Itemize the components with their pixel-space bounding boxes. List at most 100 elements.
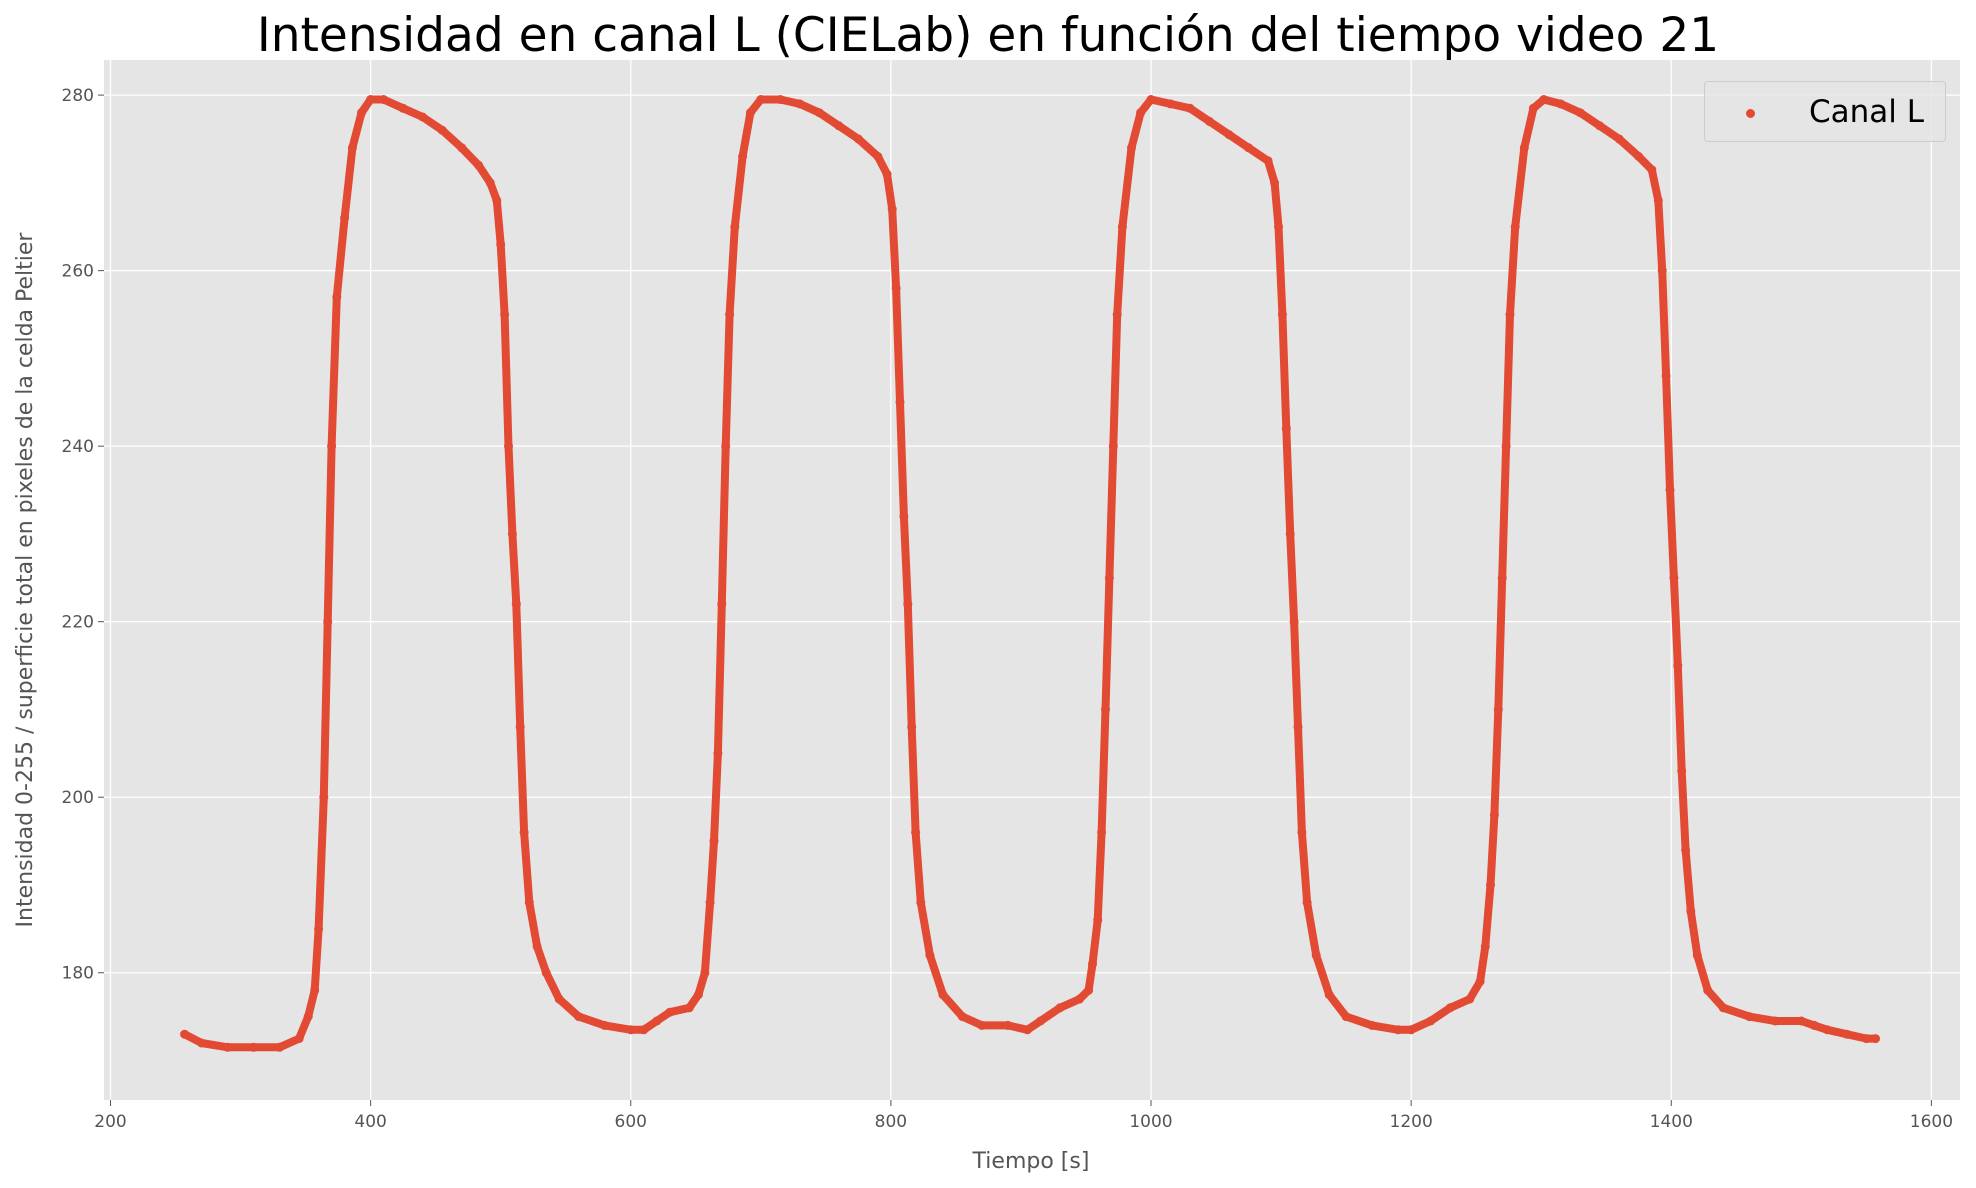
data-point-96 bbox=[1263, 156, 1273, 166]
data-point-48 bbox=[717, 599, 727, 609]
data-point-149 bbox=[1822, 1025, 1832, 1035]
data-point-32 bbox=[524, 898, 534, 907]
data-point-90 bbox=[1146, 95, 1156, 104]
data-point-37 bbox=[600, 1020, 610, 1030]
data-point-3 bbox=[249, 1042, 259, 1052]
x-tick-label-600: 600 bbox=[615, 1112, 647, 1132]
data-point-147 bbox=[1796, 1016, 1806, 1026]
data-point-8 bbox=[314, 924, 324, 934]
x-tick-label-800: 800 bbox=[875, 1112, 907, 1132]
y-tick-label-180: 180 bbox=[62, 964, 94, 984]
data-point-26 bbox=[500, 310, 510, 319]
data-point-21 bbox=[457, 143, 467, 153]
data-point-63 bbox=[891, 283, 901, 293]
data-point-126 bbox=[1539, 95, 1549, 104]
data-point-14 bbox=[347, 143, 357, 153]
data-point-36 bbox=[574, 1012, 584, 1022]
data-point-88 bbox=[1127, 143, 1136, 153]
data-point-141 bbox=[1686, 906, 1696, 916]
data-point-145 bbox=[1744, 1012, 1754, 1022]
data-point-97 bbox=[1270, 178, 1280, 188]
data-point-57 bbox=[814, 108, 824, 118]
data-point-121 bbox=[1501, 441, 1511, 451]
data-point-133 bbox=[1653, 195, 1663, 205]
data-point-61 bbox=[882, 169, 892, 179]
data-point-79 bbox=[1084, 985, 1094, 995]
y-tick-label-200: 200 bbox=[62, 788, 94, 808]
data-point-83 bbox=[1101, 705, 1110, 714]
data-point-105 bbox=[1302, 898, 1312, 907]
data-point-0 bbox=[180, 1029, 190, 1039]
data-point-46 bbox=[709, 836, 719, 846]
data-point-4 bbox=[275, 1042, 285, 1052]
data-point-72 bbox=[957, 1012, 967, 1022]
data-point-91 bbox=[1166, 99, 1175, 109]
tick-layer: 200 400 600 800 1000 1200 1400 1600 180 200 220 240… bbox=[62, 86, 1953, 1132]
data-point-122 bbox=[1505, 310, 1515, 319]
data-point-42 bbox=[684, 1003, 694, 1013]
data-point-135 bbox=[1661, 371, 1671, 381]
data-point-125 bbox=[1528, 103, 1538, 113]
data-point-20 bbox=[437, 125, 447, 135]
data-point-41 bbox=[665, 1007, 675, 1017]
data-point-17 bbox=[379, 95, 389, 104]
data-point-84 bbox=[1104, 573, 1114, 583]
data-point-75 bbox=[1022, 1025, 1032, 1035]
data-point-35 bbox=[554, 994, 564, 1004]
data-point-25 bbox=[496, 239, 506, 249]
data-point-65 bbox=[899, 511, 909, 521]
data-point-80 bbox=[1088, 959, 1097, 969]
data-point-144 bbox=[1718, 1003, 1728, 1013]
data-point-103 bbox=[1293, 722, 1303, 732]
data-point-38 bbox=[626, 1025, 636, 1035]
data-point-127 bbox=[1556, 99, 1566, 109]
data-point-119 bbox=[1493, 705, 1503, 714]
x-tick-label-200: 200 bbox=[94, 1112, 126, 1132]
data-point-129 bbox=[1595, 121, 1605, 131]
data-point-1 bbox=[197, 1038, 206, 1048]
data-point-69 bbox=[916, 898, 926, 907]
data-point-58 bbox=[834, 121, 844, 131]
data-point-22 bbox=[474, 160, 484, 170]
data-point-99 bbox=[1277, 310, 1287, 319]
data-point-54 bbox=[756, 95, 766, 104]
data-point-30 bbox=[515, 722, 525, 732]
legend-label-canal-l: Canal L bbox=[1809, 94, 1925, 130]
data-point-76 bbox=[1036, 1016, 1045, 1026]
data-point-142 bbox=[1692, 950, 1702, 960]
data-point-62 bbox=[887, 204, 897, 214]
data-point-12 bbox=[332, 292, 342, 302]
data-point-33 bbox=[532, 941, 542, 951]
data-point-134 bbox=[1657, 266, 1667, 276]
data-point-29 bbox=[511, 599, 521, 609]
data-point-87 bbox=[1117, 222, 1127, 232]
data-point-86 bbox=[1112, 310, 1122, 319]
data-point-114 bbox=[1465, 994, 1475, 1004]
data-point-94 bbox=[1224, 130, 1234, 140]
x-tick-label-1200: 1200 bbox=[1390, 1112, 1433, 1132]
data-point-100 bbox=[1281, 424, 1291, 434]
data-point-95 bbox=[1244, 143, 1254, 153]
data-point-82 bbox=[1097, 827, 1107, 837]
data-point-73 bbox=[977, 1020, 987, 1030]
data-point-104 bbox=[1297, 827, 1307, 837]
data-point-124 bbox=[1519, 143, 1529, 153]
data-point-59 bbox=[853, 134, 863, 144]
data-point-123 bbox=[1510, 222, 1520, 232]
y-axis-label: Intensidad 0-255 / superficie total en p… bbox=[13, 232, 38, 928]
data-point-15 bbox=[357, 108, 366, 118]
data-point-112 bbox=[1426, 1016, 1436, 1026]
x-tick-label-400: 400 bbox=[354, 1112, 386, 1132]
data-point-47 bbox=[713, 748, 723, 758]
data-point-89 bbox=[1136, 108, 1146, 118]
data-point-70 bbox=[925, 950, 935, 960]
data-point-19 bbox=[418, 112, 428, 122]
data-layer bbox=[180, 95, 1880, 1052]
data-point-140 bbox=[1681, 845, 1691, 855]
data-point-68 bbox=[911, 827, 921, 837]
data-point-93 bbox=[1205, 116, 1214, 126]
data-point-101 bbox=[1285, 529, 1295, 539]
y-tick-label-260: 260 bbox=[62, 262, 94, 282]
data-point-2 bbox=[223, 1042, 233, 1052]
